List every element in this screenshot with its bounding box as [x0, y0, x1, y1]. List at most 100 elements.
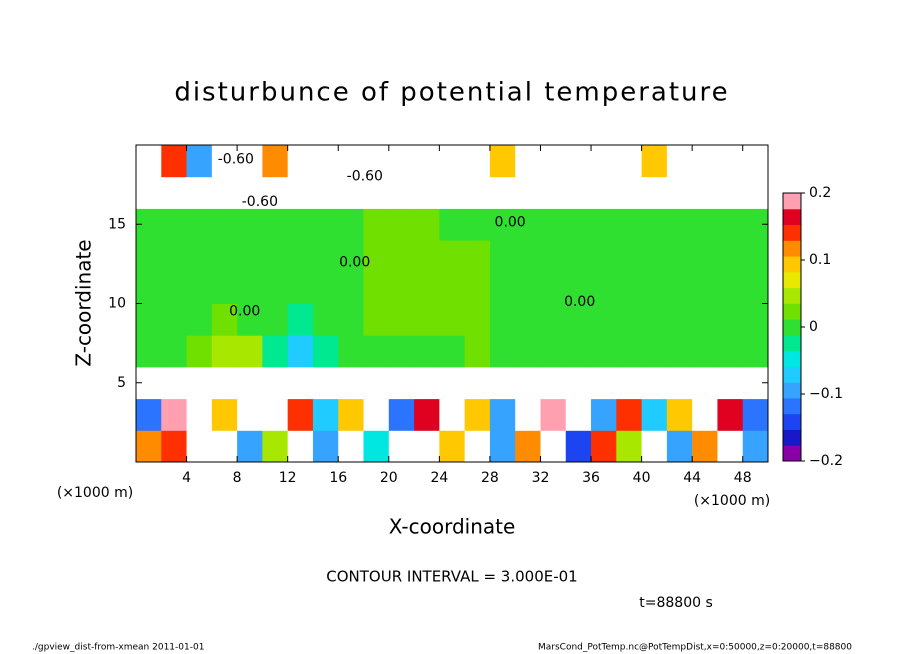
- heatmap-cell: [161, 208, 188, 241]
- heatmap-cell: [692, 366, 718, 400]
- contour-label: 0.00: [564, 294, 595, 310]
- heatmap-cell: [565, 366, 592, 400]
- chart-title: disturbunce of potential temperature: [174, 78, 729, 108]
- heatmap-cell: [641, 335, 668, 368]
- heatmap-cell: [414, 208, 440, 241]
- heatmap-cell: [338, 366, 365, 400]
- colorbar-swatch: [783, 397, 801, 415]
- heatmap-cell: [692, 240, 718, 273]
- heatmap-cell: [565, 176, 592, 209]
- heatmap-cell: [439, 303, 466, 336]
- heatmap-cell: [439, 398, 466, 431]
- heatmap-cell: [666, 208, 693, 241]
- x-tick-label: 40: [633, 470, 651, 486]
- colorbar-swatch: [783, 303, 801, 320]
- contour-label: 0.00: [339, 254, 370, 270]
- x-unit: (×1000 m): [694, 493, 770, 509]
- heatmap-cell: [565, 430, 592, 463]
- colorbar-tick-label: −0.2: [809, 453, 843, 469]
- heatmap-cell: [464, 430, 491, 463]
- x-tick-label: 20: [380, 470, 398, 486]
- colorbar-swatch: [783, 224, 801, 241]
- heatmap-cell: [161, 145, 188, 178]
- heatmap-cell: [641, 430, 668, 463]
- heatmap-cell: [540, 335, 567, 368]
- heatmap-cell: [312, 398, 339, 431]
- heatmap-cell: [515, 303, 541, 336]
- heatmap-cell: [338, 335, 365, 368]
- heatmap-cell: [136, 430, 162, 463]
- y-unit: (×1000 m): [57, 485, 133, 501]
- heatmap-cell: [338, 176, 365, 209]
- heatmap-cell: [211, 430, 238, 463]
- heatmap-cell: [338, 145, 365, 178]
- heatmap-cell: [616, 366, 643, 400]
- colorbar-tick-label: −0.1: [809, 386, 843, 402]
- heatmap-cell: [186, 303, 213, 336]
- heatmap-cell: [742, 145, 769, 178]
- heatmap-cell: [414, 430, 440, 463]
- heatmap-cell: [414, 335, 440, 368]
- colorbar-swatch: [783, 350, 801, 367]
- heatmap-cell: [186, 208, 213, 241]
- heatmap-cell: [363, 208, 390, 241]
- heatmap-cell: [666, 145, 693, 178]
- heatmap-cell: [161, 240, 188, 273]
- colorbar-swatch: [783, 429, 801, 446]
- heatmap-cell: [692, 208, 718, 241]
- heatmap-cell: [312, 145, 339, 178]
- heatmap-cell: [464, 271, 491, 304]
- x-tick-label: 16: [329, 470, 347, 486]
- heatmap-cell: [540, 240, 567, 273]
- heatmap-cell: [540, 208, 567, 241]
- heatmap-cell: [692, 303, 718, 336]
- heatmap-cell: [363, 430, 390, 463]
- heatmap-cell: [262, 398, 289, 431]
- y-tick-label: 15: [108, 216, 126, 232]
- heatmap-cell: [388, 398, 415, 431]
- heatmap-cell: [616, 145, 643, 178]
- heatmap-cell: [312, 303, 339, 336]
- colorbar-tick-label: 0.2: [809, 185, 831, 201]
- heatmap-cell: [211, 335, 238, 368]
- heatmap-cell: [237, 176, 263, 209]
- heatmap-cell: [692, 145, 718, 178]
- heatmap-cell: [312, 176, 339, 209]
- heatmap-cell: [439, 366, 466, 400]
- heatmap-cell: [742, 430, 769, 463]
- heatmap-cell: [388, 430, 415, 463]
- heatmap-cell: [489, 176, 516, 209]
- heatmap-cell: [591, 271, 617, 304]
- heatmap-cell: [439, 335, 466, 368]
- x-tick-label: 36: [582, 470, 600, 486]
- heatmap-cell: [489, 335, 516, 368]
- heatmap-cell: [136, 303, 162, 336]
- heatmap-cell: [616, 240, 643, 273]
- heatmap-cell: [591, 398, 617, 431]
- heatmap-cell: [591, 145, 617, 178]
- heatmap-cell: [515, 240, 541, 273]
- heatmap-cell: [692, 398, 718, 431]
- heatmap-cell: [136, 335, 162, 368]
- heatmap-cell: [742, 303, 769, 336]
- y-tick-label: 5: [117, 375, 126, 391]
- x-tick-label: 4: [182, 470, 191, 486]
- heatmap-cell: [666, 240, 693, 273]
- heatmap-cell: [414, 398, 440, 431]
- contour-label: 0.00: [229, 303, 260, 319]
- heatmap-cell: [489, 430, 516, 463]
- heatmap-cell: [515, 430, 541, 463]
- heatmap-cell: [338, 398, 365, 431]
- x-tick-label: 48: [734, 470, 752, 486]
- heatmap-cell: [287, 240, 314, 273]
- heatmap-cell: [211, 240, 238, 273]
- heatmap-cell: [237, 303, 263, 336]
- heatmap-cell: [489, 303, 516, 336]
- heatmap-cell: [211, 398, 238, 431]
- colorbar-swatch: [783, 366, 801, 383]
- heatmap-cell: [540, 366, 567, 400]
- x-tick-label: 28: [481, 470, 499, 486]
- heatmap-cell: [439, 240, 466, 273]
- heatmap-cell: [312, 430, 339, 463]
- heatmap-cell: [211, 145, 238, 178]
